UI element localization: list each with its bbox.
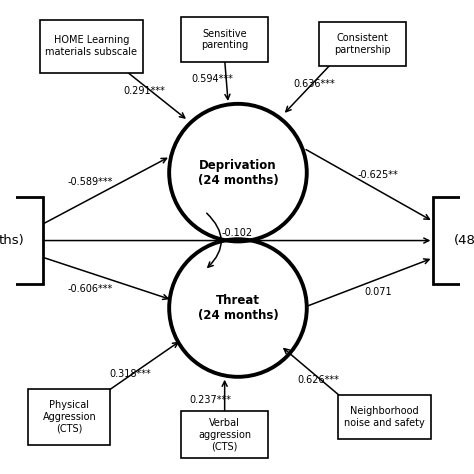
FancyBboxPatch shape [182, 411, 268, 458]
Text: Threat
(24 months): Threat (24 months) [198, 294, 278, 322]
Text: -0.606***: -0.606*** [68, 284, 113, 294]
Text: (48: (48 [454, 234, 474, 247]
FancyBboxPatch shape [319, 22, 406, 66]
Text: 0.594***: 0.594*** [191, 74, 233, 84]
FancyBboxPatch shape [40, 19, 143, 73]
Text: 0.071: 0.071 [364, 288, 392, 298]
FancyBboxPatch shape [28, 389, 110, 445]
Text: Consistent
partnership: Consistent partnership [334, 33, 391, 55]
FancyBboxPatch shape [0, 197, 43, 284]
Text: 0.318***: 0.318*** [109, 369, 151, 379]
FancyBboxPatch shape [338, 394, 431, 439]
FancyArrowPatch shape [207, 213, 221, 267]
Text: 0.626***: 0.626*** [298, 375, 340, 385]
Text: Sensitive
parenting: Sensitive parenting [201, 29, 248, 50]
Text: ths): ths) [0, 234, 25, 247]
Text: Deprivation
(24 months): Deprivation (24 months) [198, 159, 278, 187]
Text: HOME Learning
materials subscale: HOME Learning materials subscale [46, 36, 137, 57]
Text: -0.102: -0.102 [222, 228, 253, 237]
Text: Physical
Aggression
(CTS): Physical Aggression (CTS) [43, 400, 96, 433]
FancyBboxPatch shape [182, 17, 268, 62]
Text: 0.237***: 0.237*** [190, 395, 231, 405]
Text: -0.589***: -0.589*** [68, 176, 113, 186]
Text: 0.636***: 0.636*** [293, 79, 335, 89]
Text: -0.625**: -0.625** [357, 170, 398, 180]
Text: 0.291***: 0.291*** [124, 85, 166, 96]
FancyBboxPatch shape [433, 197, 474, 284]
Text: Neighborhood
noise and safety: Neighborhood noise and safety [344, 406, 425, 428]
Text: Verbal
aggression
(CTS): Verbal aggression (CTS) [198, 418, 251, 451]
